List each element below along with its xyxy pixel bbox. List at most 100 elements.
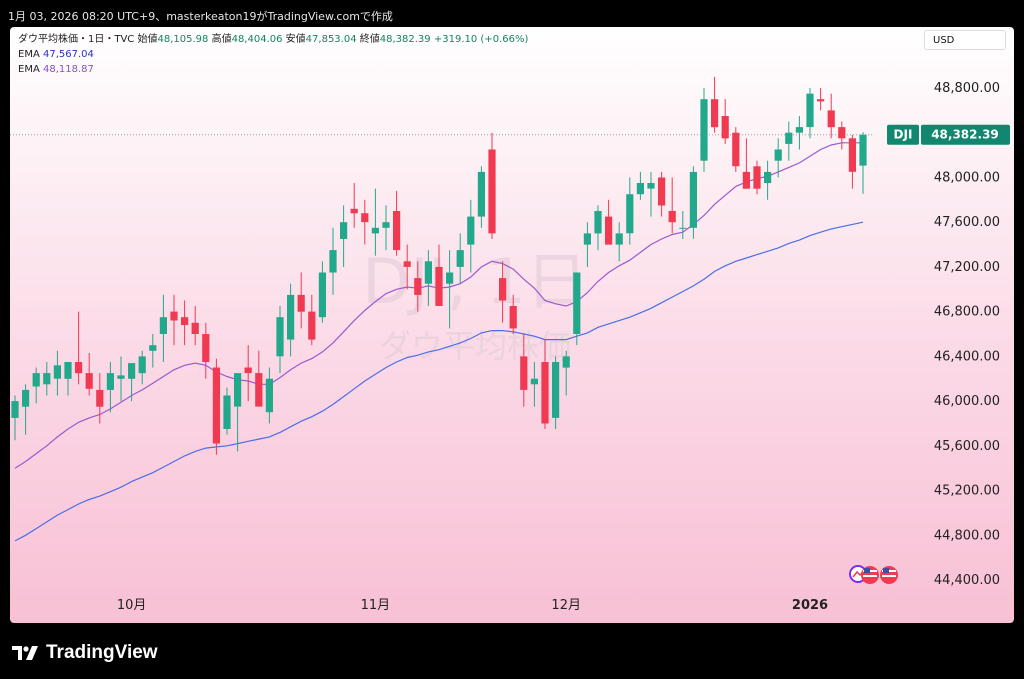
- chart-legend: ダウ平均株価・1日・TVC 始値48,105.98 高値48,404.06 安値…: [18, 32, 528, 77]
- candle-up: [774, 149, 782, 161]
- watermark-symbol: DJI, 1日: [362, 245, 587, 318]
- candle-down: [711, 99, 719, 128]
- watermark: DJI, 1日 ダウ平均株価: [362, 245, 587, 365]
- candle-down: [308, 311, 316, 340]
- legend-ohlc-row: ダウ平均株価・1日・TVC 始値48,105.98 高値48,404.06 安値…: [18, 32, 528, 47]
- candle-up: [53, 365, 61, 379]
- candle-up: [689, 171, 697, 228]
- candle-up: [456, 250, 464, 267]
- candle-up: [615, 233, 623, 245]
- us-flag-event-icon[interactable]: [880, 566, 898, 584]
- candle-down: [350, 208, 358, 214]
- last-price-value: 48,382.39: [931, 128, 999, 142]
- candle-up: [371, 227, 379, 234]
- candle-down: [721, 116, 729, 139]
- legend-close-label: 終値: [359, 34, 380, 45]
- candle-down: [403, 261, 411, 267]
- time-tick-label: 10月: [117, 598, 147, 613]
- watermark-name: ダウ平均株価: [379, 327, 571, 365]
- candle-down: [520, 356, 528, 390]
- candle-up: [32, 373, 40, 387]
- legend-close-value: 48,382.39: [379, 34, 431, 45]
- symbol-badge: [887, 124, 919, 145]
- candle-up: [467, 216, 475, 245]
- candle-up: [583, 233, 591, 245]
- footer-brand-name: TradingView: [46, 642, 158, 663]
- candle-up: [636, 183, 644, 195]
- candle-down: [75, 362, 83, 374]
- candle-up: [594, 211, 602, 234]
- candle-up: [806, 93, 814, 128]
- candle-up: [128, 363, 136, 379]
- candle-up: [318, 272, 326, 318]
- candle-down: [361, 213, 369, 223]
- candles: [11, 76, 867, 455]
- tradingview-logo-icon: [12, 646, 38, 660]
- candle-up: [340, 222, 348, 239]
- candle-up: [795, 127, 803, 133]
- candle-down: [827, 110, 835, 128]
- candle-down: [414, 278, 422, 295]
- price-tick-label: 48,000.00: [934, 171, 1000, 186]
- legend-ema-short-label: EMA: [18, 64, 40, 75]
- candle-up: [106, 373, 114, 390]
- candle-up: [626, 194, 634, 234]
- candle-down: [212, 367, 220, 444]
- candle-down: [488, 149, 496, 234]
- footer-brand[interactable]: TradingView: [12, 638, 158, 668]
- time-axis[interactable]: 10月 11月 12月 2026: [117, 598, 828, 613]
- candle-up: [785, 132, 793, 144]
- candle-up: [647, 183, 655, 189]
- candle-up: [11, 401, 19, 418]
- candle-down: [658, 177, 666, 206]
- candle-up: [64, 362, 72, 379]
- chart-header-title: 1月 03, 2026 08:20 UTC+9、masterkeaton19がT…: [8, 10, 393, 23]
- candle-down: [85, 373, 93, 389]
- time-tick-label: 11月: [361, 598, 391, 613]
- price-tick-label: 47,600.00: [934, 215, 1000, 230]
- candle-up: [223, 395, 231, 429]
- legend-open-label: 始値: [137, 34, 158, 45]
- symbol-badge-label: DJI: [894, 128, 913, 142]
- event-icons[interactable]: [849, 565, 898, 584]
- candle-down: [848, 138, 856, 172]
- candle-up: [530, 378, 538, 385]
- candle-up: [679, 227, 687, 229]
- currency-button[interactable]: USD: [924, 30, 1006, 50]
- legend-ema-long-label: EMA: [18, 49, 40, 60]
- price-tick-label: 48,800.00: [934, 81, 1000, 96]
- legend-change-value: +319.10 (+0.66%): [433, 34, 529, 45]
- price-axis[interactable]: 44,400.00 44,800.00 45,200.00 45,600.00 46,0…: [934, 81, 1000, 588]
- candle-down: [499, 278, 507, 301]
- chart-panel[interactable]: DJI, 1日 ダウ平均株価 44,400.00 44,800.00 45,200.…: [10, 27, 1014, 623]
- candle-up: [287, 294, 295, 340]
- ema-long-line: [14, 221, 864, 542]
- legend-open-value: 48,105.98: [157, 34, 209, 45]
- candle-up: [234, 373, 242, 407]
- legend-high-label: 高値: [211, 34, 232, 45]
- candle-down: [541, 362, 549, 424]
- candle-up: [859, 134, 867, 166]
- legend-ema-long-row[interactable]: EMA 47,567.04: [18, 47, 528, 62]
- candle-up: [149, 345, 157, 351]
- price-tick-label: 44,800.00: [934, 528, 1000, 543]
- time-tick-label: 12月: [551, 598, 581, 613]
- candle-down: [435, 266, 443, 306]
- legend-high-value: 48,404.06: [231, 34, 283, 45]
- legend-symbol[interactable]: ダウ平均株価・1日・TVC: [18, 34, 135, 45]
- legend-ema-short-row[interactable]: EMA 48,118.87: [18, 62, 528, 77]
- us-flag-event-icon[interactable]: [861, 566, 879, 584]
- candle-down: [742, 171, 750, 189]
- candle-up: [700, 99, 708, 161]
- price-chart[interactable]: DJI, 1日 ダウ平均株価 44,400.00 44,800.00 45,200.…: [10, 27, 1014, 623]
- candle-up: [43, 373, 51, 385]
- candle-up: [117, 375, 125, 379]
- candle-up: [329, 250, 337, 273]
- candle-down: [509, 306, 517, 329]
- candle-down: [255, 373, 263, 407]
- price-tick-label: 45,600.00: [934, 439, 1000, 454]
- candle-up: [424, 261, 432, 284]
- legend-low-value: 47,853.04: [305, 34, 357, 45]
- candle-down: [393, 211, 401, 251]
- candle-down: [605, 216, 613, 245]
